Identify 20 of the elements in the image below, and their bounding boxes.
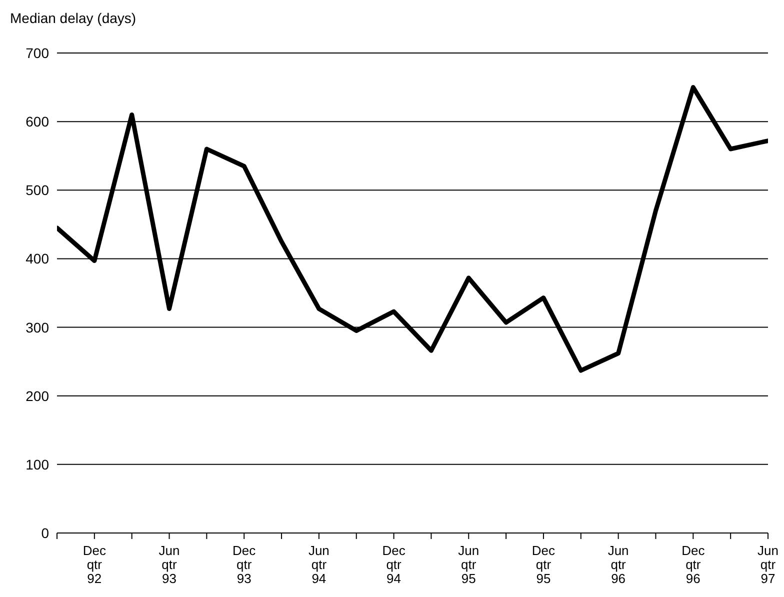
x-tick-label: Jun qtr 97 [758,543,778,586]
x-tick-label: Jun qtr 94 [308,543,330,586]
x-tick-label: Dec qtr 93 [232,543,256,586]
y-tick-label: 0 [41,524,50,541]
x-tick-label: Dec qtr 92 [82,543,106,586]
y-axis-title: Median delay (days) [10,10,136,26]
x-tick-label: Jun qtr 93 [158,543,180,586]
x-tick-label: Dec qtr 96 [682,543,706,586]
y-tick-label: 400 [26,250,50,267]
x-tick-label: Dec qtr 95 [532,543,556,586]
x-tick-label: Jun qtr 96 [608,543,629,586]
y-tick-label: 100 [26,456,50,472]
y-tick-label: 500 [26,182,50,198]
line-series [57,85,768,373]
y-tick-label: 600 [26,114,50,130]
x-tick-label: Dec qtr 94 [382,543,406,586]
y-tick-label: 700 [26,44,50,61]
y-tick-label: 300 [26,319,50,336]
y-tick-label: 200 [26,388,50,404]
x-tick-label: Jun qtr 95 [458,543,480,586]
